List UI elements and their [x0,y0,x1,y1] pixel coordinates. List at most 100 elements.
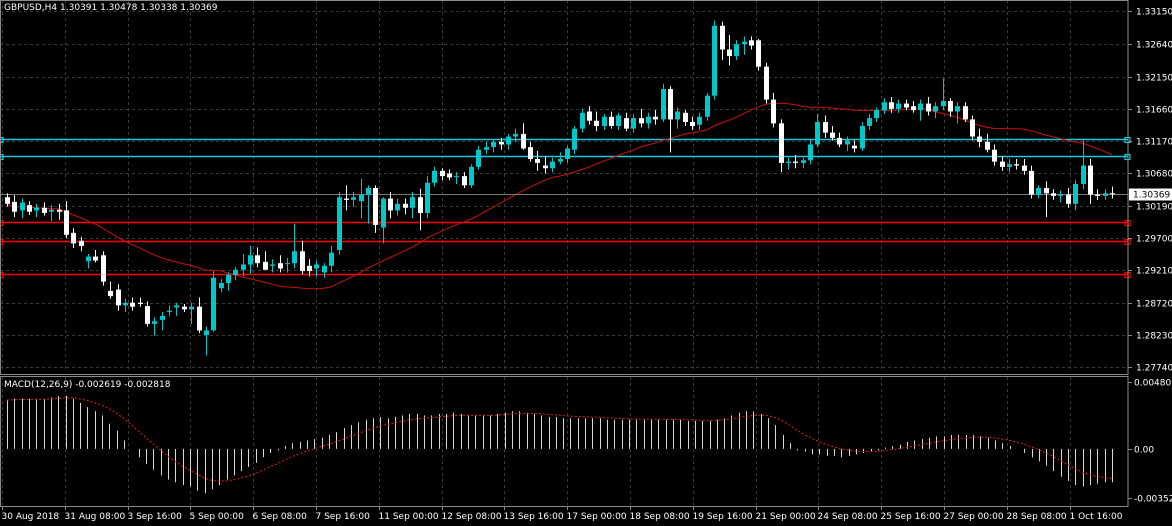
candle-body-bear [756,40,761,67]
chart-frame [0,0,1129,507]
candle-body-bull [425,182,430,214]
macd-tick-label: 0.004801 [1134,379,1172,389]
candle-body-bear [609,116,614,126]
candle-body-bear [130,302,135,307]
candle-body-bear [300,251,305,272]
candle-body-bear [1110,193,1115,195]
candle-body-bear [911,106,916,111]
candle-body-bear [447,173,452,178]
x-tick-label: 1 Oct 16:00 [1070,512,1123,522]
candle-body-bull [211,277,216,331]
candle-body-bull [882,102,887,111]
candle-body-bull [602,116,607,126]
candle-body-bear [720,25,725,50]
candle-body-bear [683,112,688,123]
candle-body-bull [572,128,577,150]
candle-body-bull [506,136,511,145]
candle-body-bull [808,144,813,161]
candle-body-bear [521,133,526,149]
candle-body-bull [712,25,717,96]
macd-tick-label: -0.003529 [1134,495,1172,505]
candle-body-bull [469,166,474,186]
candle-body-bull [513,133,518,137]
candle-body-bear [182,306,187,310]
candle-body-bear [528,147,533,159]
candle-body-bear [904,103,909,108]
candle-body-bull [329,252,334,266]
candle-body-bear [462,176,467,186]
candle-body-bear [57,209,62,212]
candle-body-bull [167,310,172,312]
candle-body-bear [5,197,10,204]
candle-body-bear [138,302,143,305]
x-tick-label: 18 Sep 08:00 [630,512,690,522]
candle-body-bear [344,198,349,200]
x-tick-label: 28 Sep 08:00 [1007,512,1067,522]
candle-body-bear [64,210,69,235]
candle-body-bear [255,255,260,264]
candle-body-bull [565,148,570,159]
candle-body-bear [101,255,106,282]
candle-body-bull [123,302,128,306]
candle-body-bull [366,187,371,195]
candle-body-bear [992,149,997,162]
candle-body-bull [34,207,39,211]
candle-body-bear [71,232,76,244]
y-tick-label: 1.30680 [1136,170,1172,180]
candle-body-bear [535,158,540,163]
candle-body-bear [764,66,769,100]
horizontal-levels[interactable] [0,136,1131,279]
candle-body-bull [395,203,400,211]
candle-body-bear [889,102,894,109]
y-tick-label: 1.27740 [1136,364,1172,374]
candle-body-bull [351,197,356,200]
candle-body-bear [116,289,121,306]
candle-body-bear [307,265,312,272]
candle-body-bull [918,103,923,111]
x-tick-label: 13 Sep 16:00 [504,512,564,522]
candle-body-bear [373,187,378,225]
candle-body-bear [779,123,784,163]
candle-body-bull [1036,187,1041,195]
candle-body-bear [963,106,968,120]
y-tick-label: 1.32640 [1136,41,1172,51]
candle-body-bull [484,147,489,150]
candle-body-bear [587,111,592,121]
candle-body-bull [616,115,621,126]
candle-body-bull [160,315,165,320]
price-panel-border [0,0,1129,375]
y-tick-label: 1.28230 [1136,332,1172,342]
candle-body-bull [815,122,820,145]
macd-histogram [6,395,1113,494]
candle-body-bull [550,161,555,169]
candle-body-bear [624,118,629,129]
macd-signal-line [6,397,1113,482]
candle-body-bull [226,275,231,283]
candle-body-bull [631,118,636,129]
candle-body-bull [491,141,496,148]
candle-body-bull [337,197,342,250]
candle-body-bear [948,100,953,112]
candle-body-bear [830,132,835,138]
candle-body-bear [79,240,84,247]
x-tick-label: 7 Sep 16:00 [316,512,371,522]
candle-body-bull [801,160,806,163]
candle-body-bull [49,209,54,212]
candle-body-bull [1073,184,1078,204]
x-tick-label: 27 Sep 00:00 [944,512,1004,522]
time-axis: 30 Aug 2018 31 Aug 08:00 3 Sep 16:00 5 Sep … [2,506,1123,522]
candle-body-bear [690,122,695,126]
candle-body-bull [454,176,459,178]
candle-body-bull [292,251,297,264]
candle-body-bull [860,126,865,149]
y-tick-label: 1.31170 [1136,138,1172,148]
candle-body-bull [661,89,666,120]
candle-body-bear [403,203,408,208]
candle-body-bull [248,255,253,265]
x-tick-label: 30 Aug 2018 [2,512,60,522]
candle-body-bear [1014,164,1019,166]
candle-body-bull [432,170,437,183]
candle-body-bear [1029,170,1034,195]
x-tick-label: 6 Sep 08:00 [253,512,308,522]
